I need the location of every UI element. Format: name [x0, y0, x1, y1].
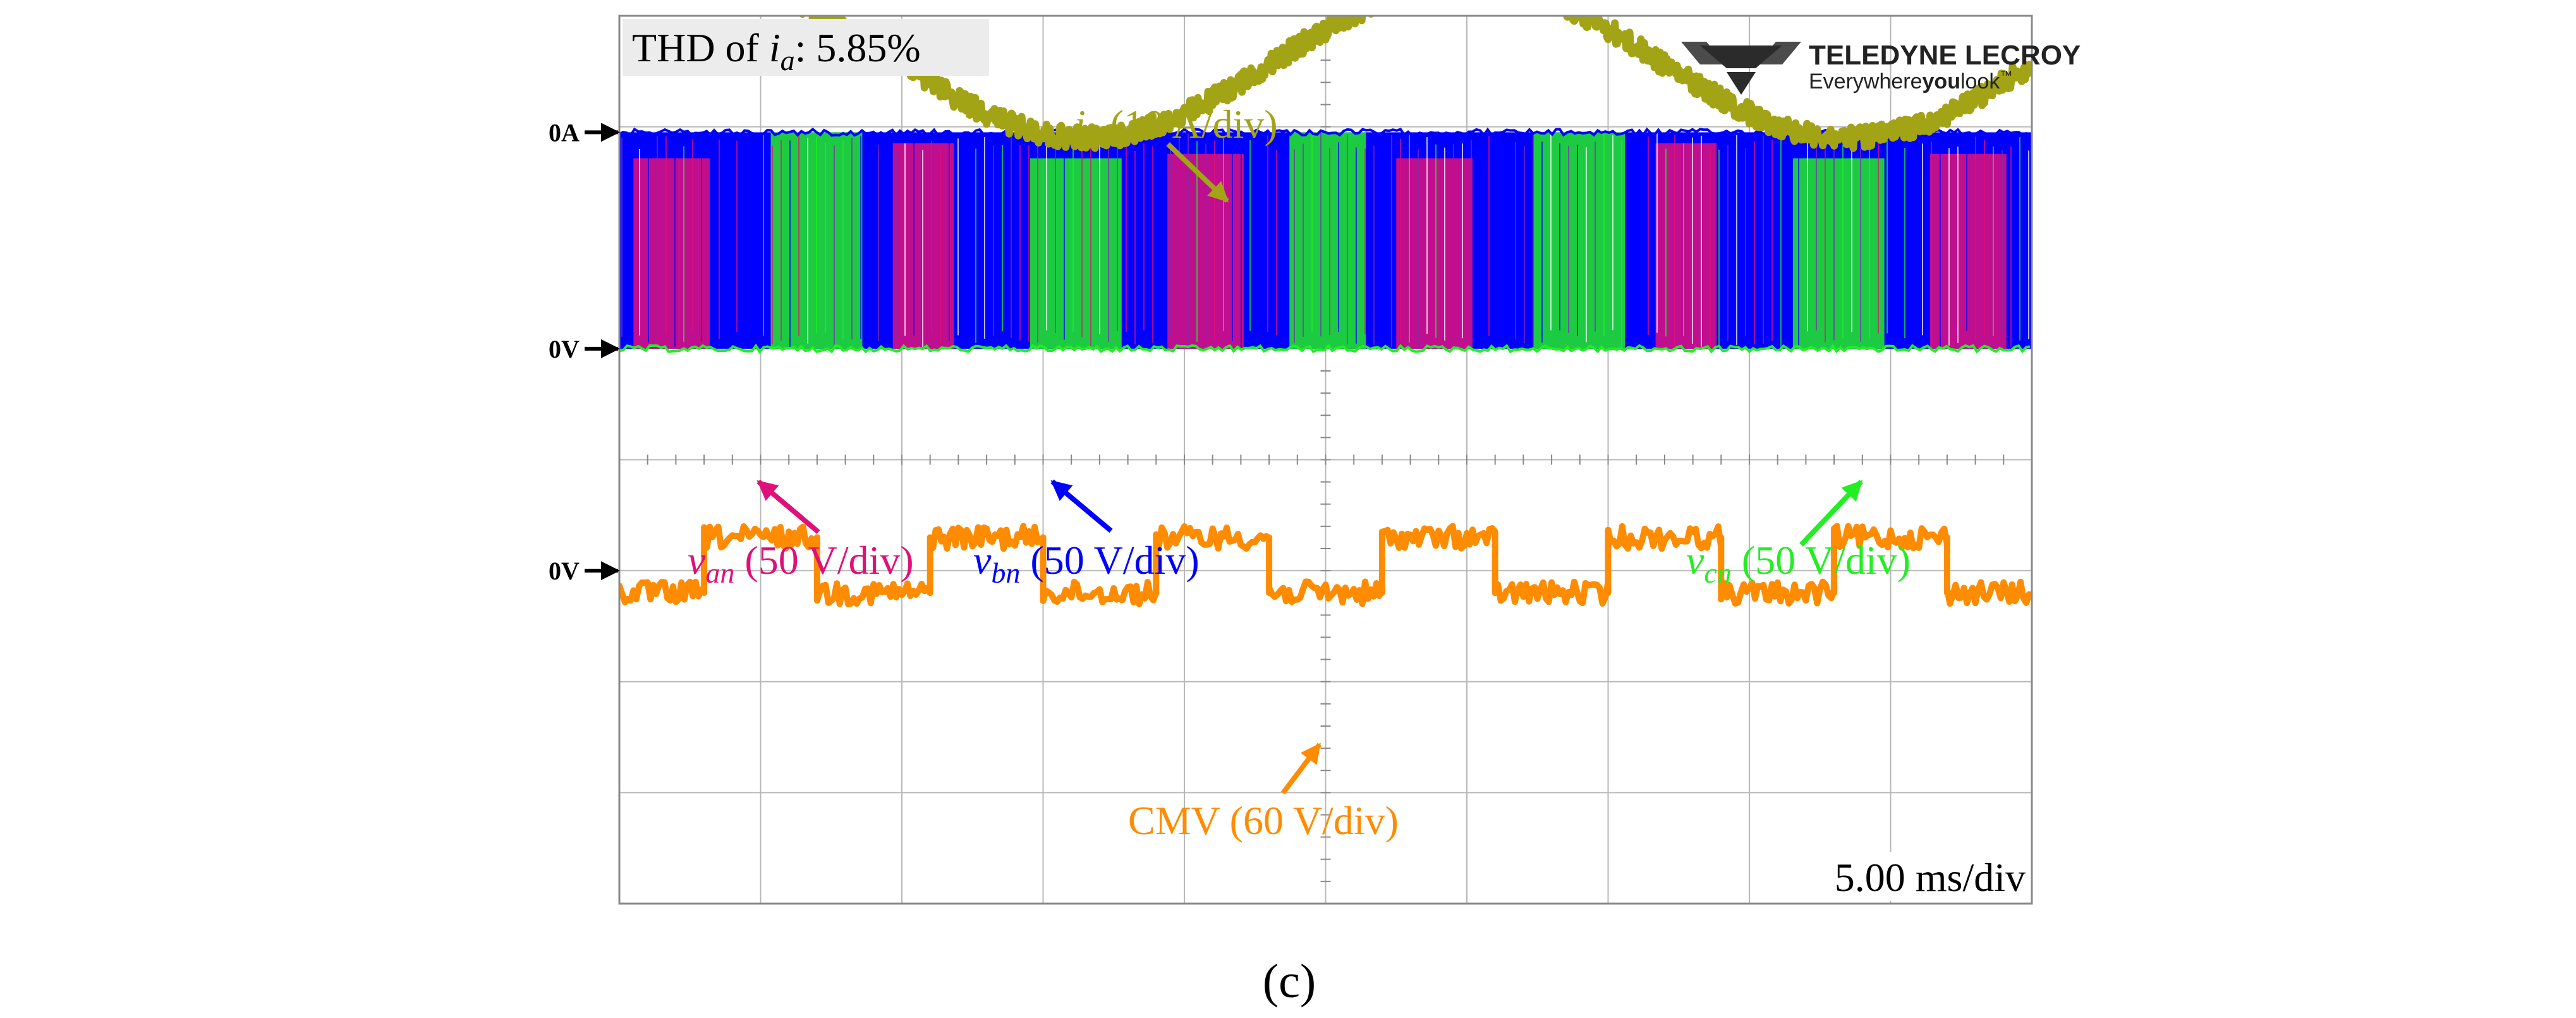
- cmv-trace: [619, 523, 2032, 608]
- pwm-sector-block: [8, 132, 100, 348]
- vbn-scale: (50 V/div): [1020, 538, 1199, 583]
- ref-marker-label: 0V: [549, 557, 580, 585]
- pwm-band-bottom-edge: [619, 343, 2031, 354]
- pwm-sector-block: [633, 158, 710, 349]
- vcn-label: vcn (50 V/div): [1686, 538, 1911, 589]
- thd-sub: a: [781, 44, 795, 76]
- subfigure-label: (c): [1263, 955, 1316, 1008]
- pwm-sector-block: [1396, 158, 1473, 349]
- vbn-symbol: v: [973, 538, 992, 583]
- vcn-arrow: [1799, 480, 1863, 547]
- ia-arrow: [1166, 142, 1229, 203]
- phase-voltage-traces: [8, 127, 2576, 354]
- vbn-sub: bn: [991, 557, 1020, 589]
- ia-scale: (10 A/div): [1100, 102, 1278, 147]
- pwm-sector-block: [2052, 132, 2129, 348]
- cmv-arrow: [1280, 742, 1322, 795]
- pwm-sector-block: [2556, 159, 2576, 349]
- brand-tagline-b: you: [1923, 70, 1960, 94]
- thd-suffix: : 5.85%: [795, 25, 921, 70]
- pwm-sector-block: [2159, 159, 2235, 349]
- timescale-box: [1792, 852, 2029, 901]
- pwm-sector-block: [1030, 158, 1122, 349]
- van-scale: (50 V/div): [734, 538, 913, 583]
- van-label: van (50 V/div): [688, 538, 914, 589]
- brand-tagline-a: Everywhere: [1809, 70, 1923, 94]
- cmv-label: CMV (60 V/div): [1128, 798, 1399, 843]
- ia-sub: a: [1086, 121, 1100, 153]
- brand-name: TELEDYNE LECROY: [1809, 40, 2081, 71]
- thd-prefix: THD of: [632, 25, 769, 70]
- brand-tagline-tm: ™: [2000, 69, 2012, 83]
- vcn-symbol: v: [1686, 538, 1704, 583]
- ref-marker-label: 0V: [549, 335, 580, 363]
- pwm-sector-block: [1289, 132, 1366, 349]
- vcn-scale: (50 V/div): [1732, 538, 1911, 583]
- thd-label: THD of ia: 5.85%: [632, 25, 921, 76]
- vbn-arrow: [1050, 479, 1113, 533]
- pwm-sector-block: [1533, 132, 1625, 349]
- pwm-sector-block: [1930, 154, 2007, 349]
- van-sub: an: [705, 557, 734, 589]
- pwm-sector-block: [2418, 143, 2479, 349]
- pwm-sector-block: [130, 143, 191, 349]
- pwm-sector-block: [267, 159, 359, 349]
- thd-box: [623, 19, 989, 76]
- vbn-label: vbn (50 V/div): [973, 538, 1200, 589]
- scope-frame: [618, 15, 2033, 905]
- pwm-sector-block: [404, 154, 481, 349]
- ia-symbol: i: [1074, 102, 1086, 147]
- cmv-waveform: [619, 523, 2032, 608]
- teledyne-lecroy-logo: TELEDYNE LECROY Everywhereyoulook™: [1681, 40, 2081, 95]
- ref-marker-label: 0A: [549, 118, 580, 147]
- ia-label: ia (10 A/div): [1074, 102, 1278, 153]
- brand-tagline-c: look: [1960, 70, 2000, 94]
- reference-markers: 0A 0V 0V: [549, 118, 620, 585]
- van-arrow: [756, 479, 820, 535]
- pwm-sector-block: [2296, 132, 2388, 348]
- teledyne-logo-icon: [1681, 42, 1801, 95]
- time-scale-label: 5.00 ms/div: [1835, 855, 2026, 900]
- van-symbol: v: [688, 538, 706, 583]
- pwm-sector-block: [1655, 143, 1717, 349]
- vcn-sub: cn: [1704, 557, 1731, 589]
- pwm-sector-block: [1792, 158, 1885, 349]
- brand-tagline: Everywhereyoulook™: [1809, 69, 2012, 94]
- thd-symbol: i: [769, 25, 781, 70]
- pwm-sector-block: [526, 132, 603, 348]
